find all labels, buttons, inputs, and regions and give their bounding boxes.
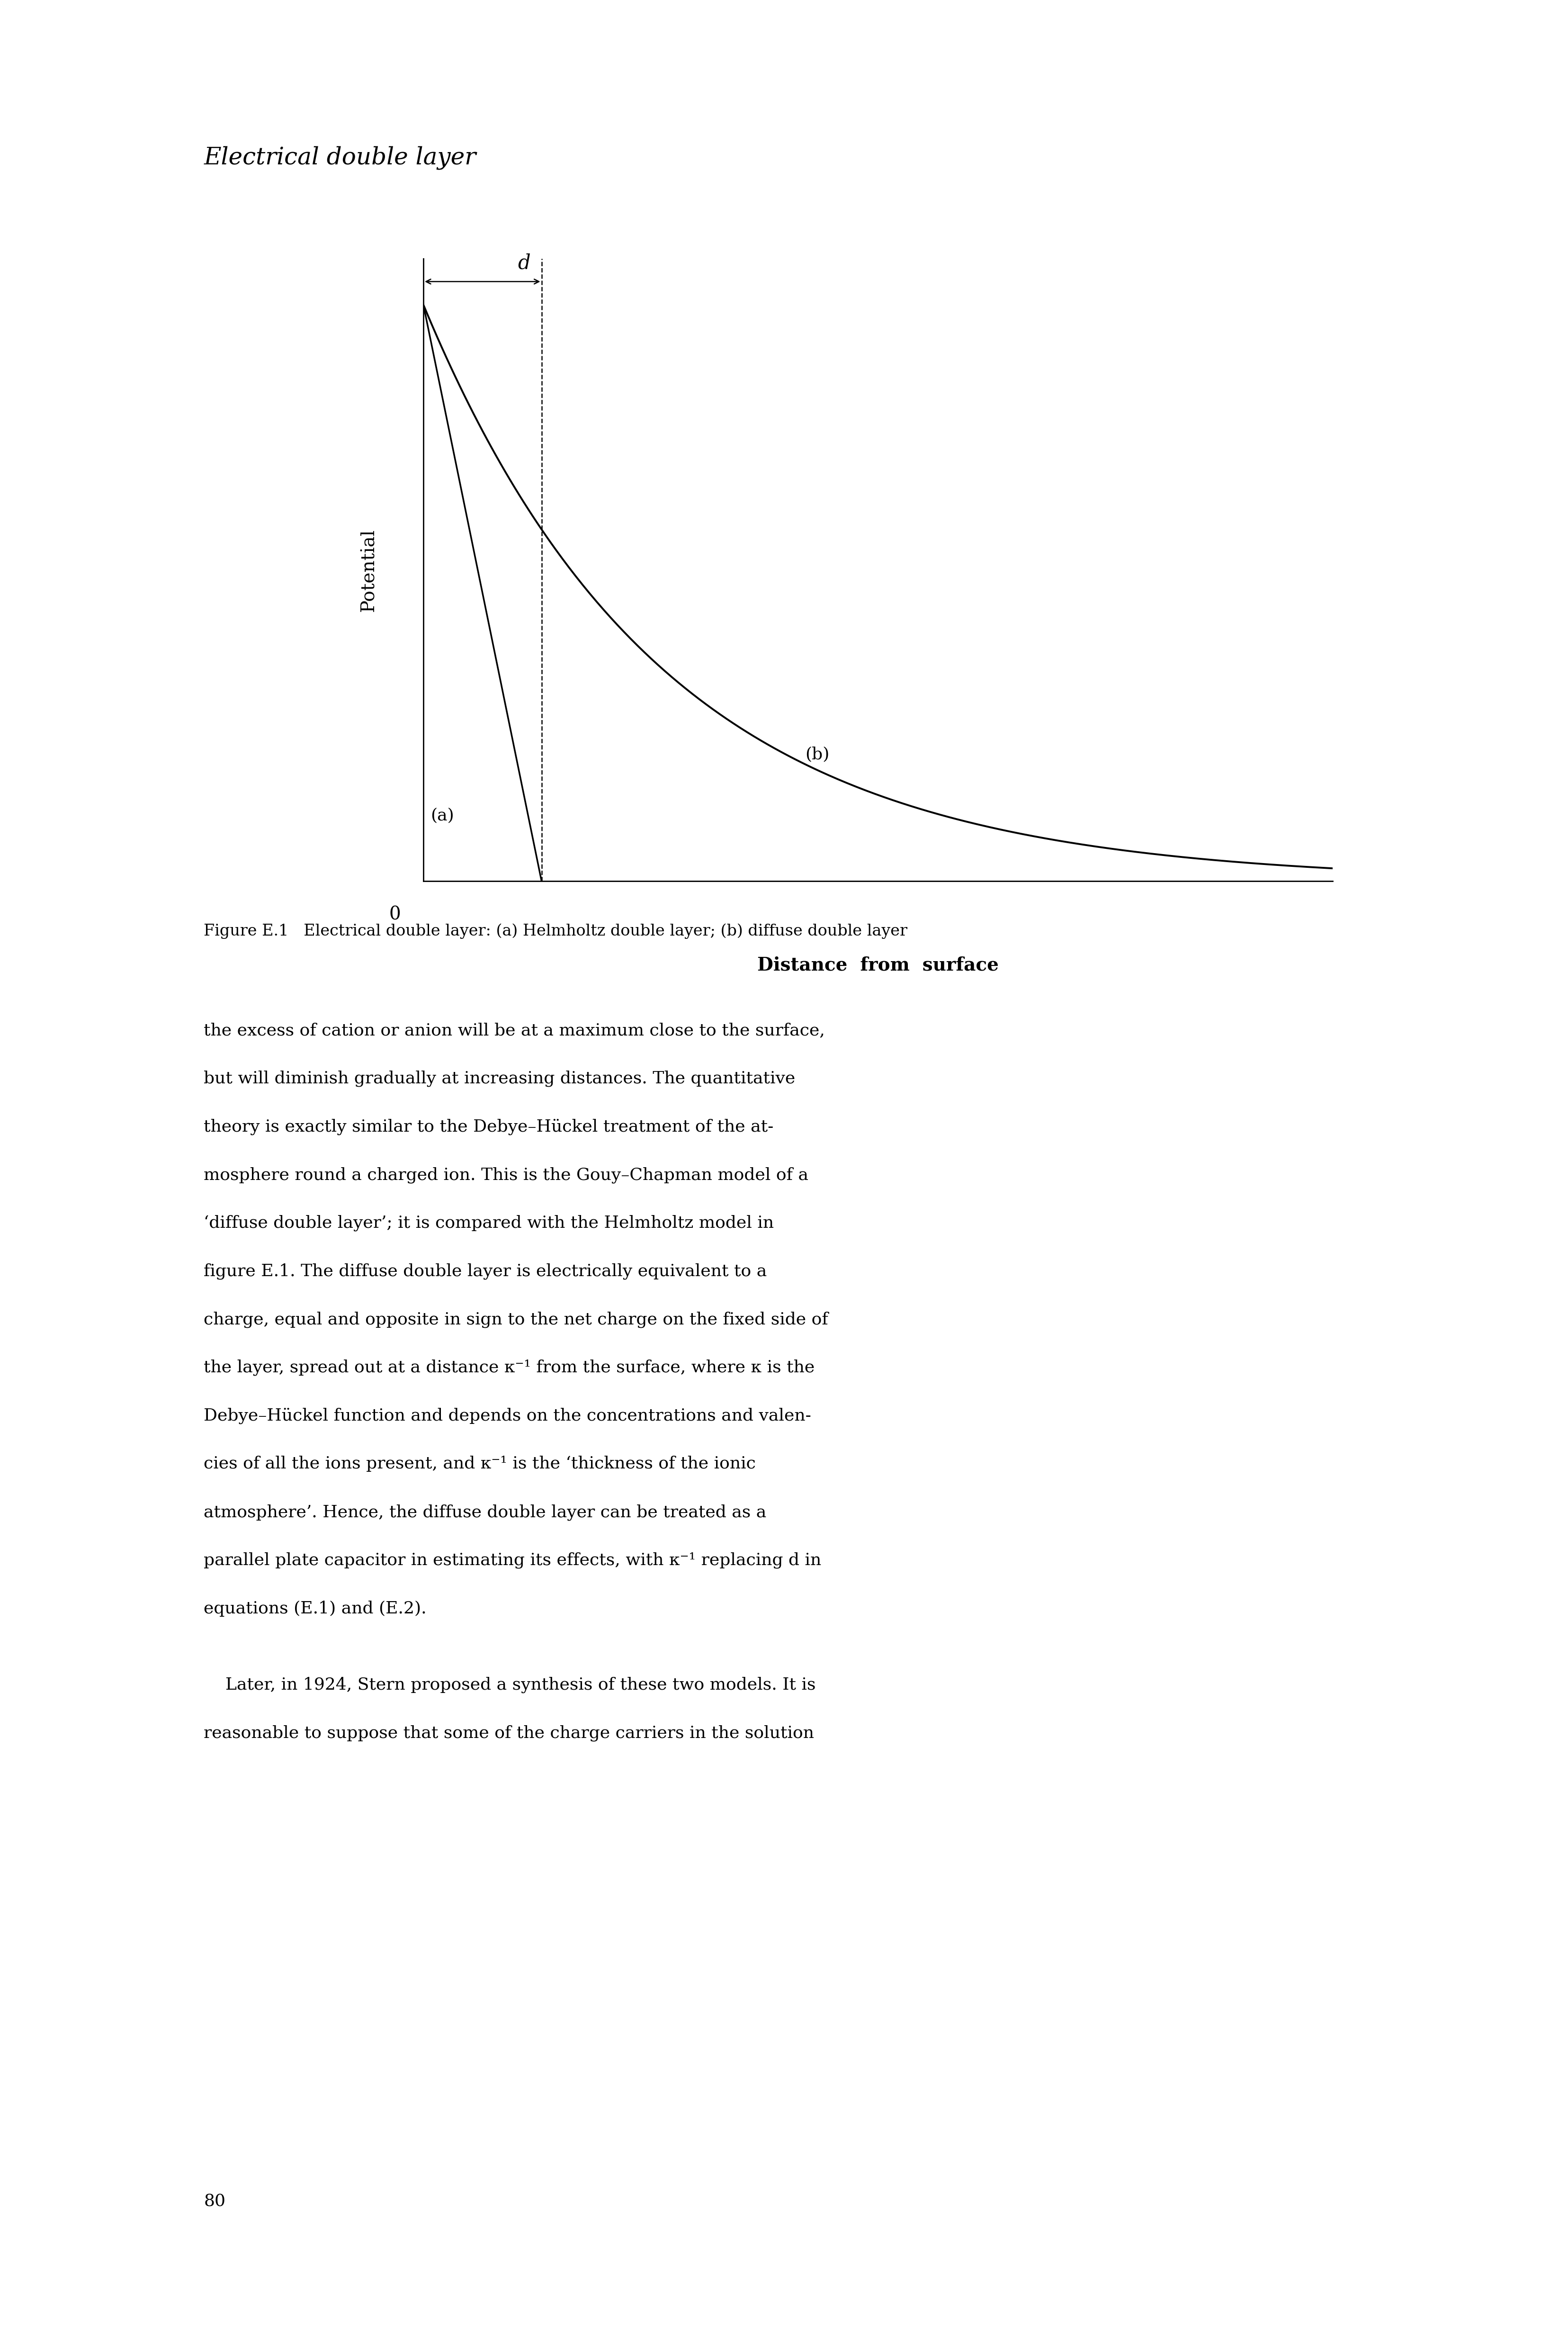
Text: but will diminish gradually at increasing distances. The quantitative: but will diminish gradually at increasin… [204, 1072, 795, 1086]
Text: Electrical double layer: Electrical double layer [204, 146, 477, 169]
Text: the excess of cation or anion will be at a maximum close to the surface,: the excess of cation or anion will be at… [204, 1022, 825, 1039]
Text: Later, in 1924, Stern proposed a synthesis of these two models. It is: Later, in 1924, Stern proposed a synthes… [204, 1678, 815, 1692]
Text: the layer, spread out at a distance κ⁻¹ from the surface, where κ is the: the layer, spread out at a distance κ⁻¹ … [204, 1358, 815, 1375]
Text: 80: 80 [204, 2193, 226, 2209]
Text: cies of all the ions present, and κ⁻¹ is the ‘thickness of the ionic: cies of all the ions present, and κ⁻¹ is… [204, 1457, 756, 1471]
Text: ‘diffuse double layer’; it is compared with the Helmholtz model in: ‘diffuse double layer’; it is compared w… [204, 1215, 775, 1231]
Text: d: d [517, 254, 530, 273]
Text: parallel plate capacitor in estimating its effects, with κ⁻¹ replacing d in: parallel plate capacitor in estimating i… [204, 1553, 822, 1567]
Text: reasonable to suppose that some of the charge carriers in the solution: reasonable to suppose that some of the c… [204, 1725, 814, 1741]
Text: 0: 0 [389, 907, 401, 924]
Text: equations (E.1) and (E.2).: equations (E.1) and (E.2). [204, 1600, 426, 1617]
Text: (a): (a) [431, 808, 455, 822]
Text: (b): (b) [806, 747, 829, 761]
Text: Distance  from  surface: Distance from surface [757, 956, 999, 973]
Text: charge, equal and opposite in sign to the net charge on the fixed side of: charge, equal and opposite in sign to th… [204, 1311, 828, 1328]
Text: Debye–Hückel function and depends on the concentrations and valen-: Debye–Hückel function and depends on the… [204, 1408, 811, 1424]
Text: figure E.1. The diffuse double layer is electrically equivalent to a: figure E.1. The diffuse double layer is … [204, 1264, 767, 1278]
Text: Figure E.1   Electrical double layer: (a) Helmholtz double layer; (b) diffuse do: Figure E.1 Electrical double layer: (a) … [204, 924, 908, 940]
Text: theory is exactly similar to the Debye–Hückel treatment of the at-: theory is exactly similar to the Debye–H… [204, 1119, 773, 1135]
Text: mosphere round a charged ion. This is the Gouy–Chapman model of a: mosphere round a charged ion. This is th… [204, 1168, 809, 1182]
Text: Potential: Potential [361, 529, 378, 611]
Text: atmosphere’. Hence, the diffuse double layer can be treated as a: atmosphere’. Hence, the diffuse double l… [204, 1504, 767, 1520]
